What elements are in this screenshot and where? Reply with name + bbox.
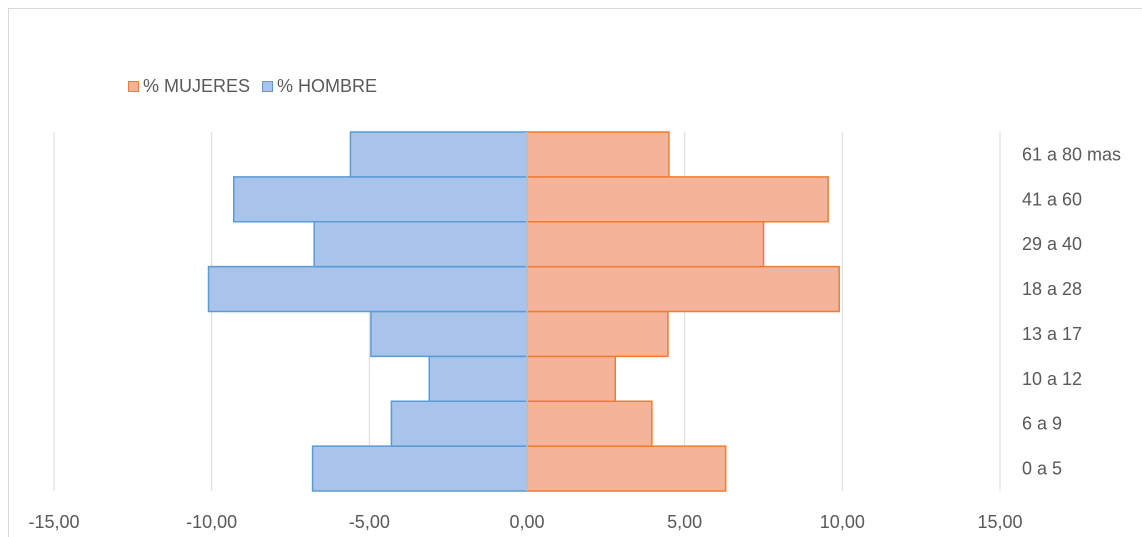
category-label-2: 10 a 12 <box>1022 369 1082 389</box>
x-tick-label-2: -5,00 <box>349 512 390 532</box>
x-tick-label-6: 15,00 <box>977 512 1022 532</box>
bar-mujeres-3 <box>526 310 669 358</box>
x-tick-label-3: 0,00 <box>509 512 544 532</box>
legend: % MUJERES % HOMBRE <box>128 76 389 97</box>
x-tick-label-1: -10,00 <box>186 512 237 532</box>
bar-hombre-7 <box>349 131 528 178</box>
bar-hombre-4 <box>207 265 528 313</box>
bar-mujeres-5 <box>526 221 765 268</box>
bar-hombre-5 <box>313 221 528 268</box>
legend-item-mujeres: % MUJERES <box>128 76 250 97</box>
category-label-5: 29 a 40 <box>1022 234 1082 254</box>
bar-hombre-3 <box>370 310 528 358</box>
bar-mujeres-6 <box>526 176 829 223</box>
bar-mujeres-0 <box>526 445 727 492</box>
legend-item-hombre: % HOMBRE <box>262 76 377 97</box>
category-label-1: 6 a 9 <box>1022 414 1062 434</box>
category-label-0: 0 a 5 <box>1022 459 1062 479</box>
bar-mujeres-7 <box>526 131 670 178</box>
bar-hombre-0 <box>311 445 528 492</box>
category-label-7: 61 a 80 mas <box>1022 144 1121 164</box>
legend-swatch-mujeres <box>128 81 139 92</box>
x-tick-label-0: -15,00 <box>28 512 79 532</box>
x-tick-label-5: 10,00 <box>820 512 865 532</box>
category-label-3: 13 a 17 <box>1022 324 1082 344</box>
category-label-4: 18 a 28 <box>1022 279 1082 299</box>
bar-hombre-1 <box>390 400 528 447</box>
bar-hombre-6 <box>232 176 528 223</box>
bar-hombre-2 <box>428 355 528 402</box>
x-tick-label-4: 5,00 <box>667 512 702 532</box>
legend-label-hombre: % HOMBRE <box>277 76 378 96</box>
legend-label-mujeres: % MUJERES <box>143 76 251 96</box>
bar-mujeres-2 <box>526 355 617 402</box>
chart-area <box>8 8 1142 537</box>
bar-mujeres-1 <box>526 400 653 447</box>
bar-mujeres-4 <box>526 265 840 313</box>
legend-swatch-hombre <box>262 81 274 92</box>
category-label-6: 41 a 60 <box>1022 189 1082 209</box>
